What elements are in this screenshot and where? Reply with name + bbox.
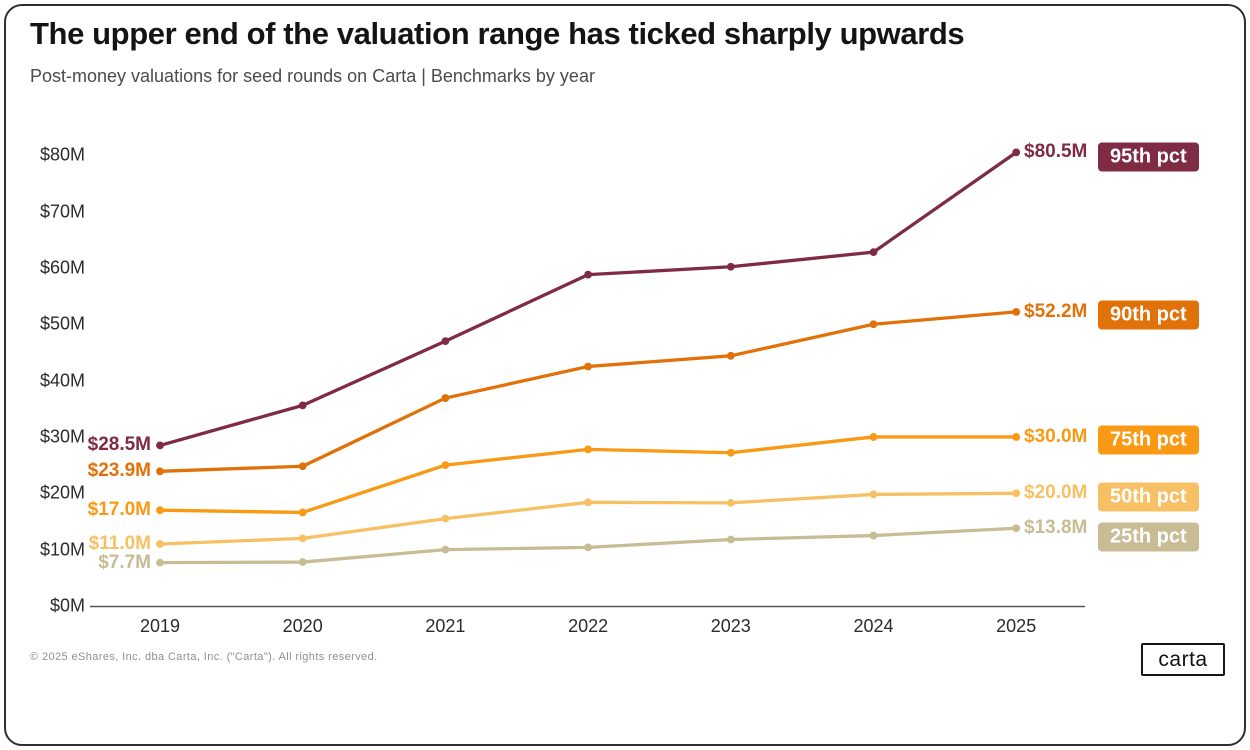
y-tick-label: $40M: [39, 370, 85, 391]
x-tick-label: 2025: [996, 616, 1037, 636]
legend-badge: 25th pct: [1098, 522, 1199, 552]
copyright-note: © 2025 eShares, Inc. dba Carta, Inc. ("C…: [30, 651, 378, 663]
y-tick-label: $0M: [49, 595, 85, 616]
series-start-label: $7.7M: [98, 551, 151, 573]
card-border: [4, 4, 1246, 746]
carta-logo: carta: [1141, 643, 1225, 676]
x-tick-label: 2024: [853, 616, 894, 636]
y-tick-label: $80M: [39, 144, 85, 165]
chart-subtitle: Post-money valuations for seed rounds on…: [30, 66, 595, 86]
series-end-label: $30.0M: [1024, 425, 1088, 447]
y-tick-label: $70M: [39, 201, 85, 222]
series-start-label: $28.5M: [87, 434, 151, 456]
carta-logo-text: carta: [1158, 647, 1208, 671]
series-end-label: $80.5M: [1024, 141, 1088, 163]
legend-badge: 50th pct: [1098, 482, 1199, 512]
y-tick-label: $60M: [39, 257, 85, 278]
legend-badge: 75th pct: [1098, 425, 1199, 455]
x-tick-label: 2022: [568, 616, 609, 636]
x-tick-label: 2021: [425, 616, 466, 636]
chart-title: The upper end of the valuation range has…: [30, 16, 965, 51]
y-tick-label: $20M: [39, 482, 85, 503]
legend-badge: 90th pct: [1098, 300, 1199, 330]
series-end-label: $20.0M: [1024, 482, 1088, 504]
y-tick-label: $10M: [39, 539, 85, 560]
series-start-label: $11.0M: [88, 533, 151, 554]
x-tick-label: 2020: [282, 616, 323, 636]
series-end-label: $13.8M: [1024, 517, 1088, 539]
legend-badge: 95th pct: [1098, 142, 1199, 172]
x-tick-label: 2023: [710, 616, 751, 636]
x-tick-label: 2019: [139, 616, 181, 636]
series-start-label: $17.0M: [87, 499, 151, 521]
y-tick-label: $50M: [39, 313, 85, 334]
series-end-label: $52.2M: [1024, 300, 1088, 322]
y-tick-label: $30M: [39, 426, 85, 447]
series-start-label: $23.9M: [87, 460, 151, 482]
